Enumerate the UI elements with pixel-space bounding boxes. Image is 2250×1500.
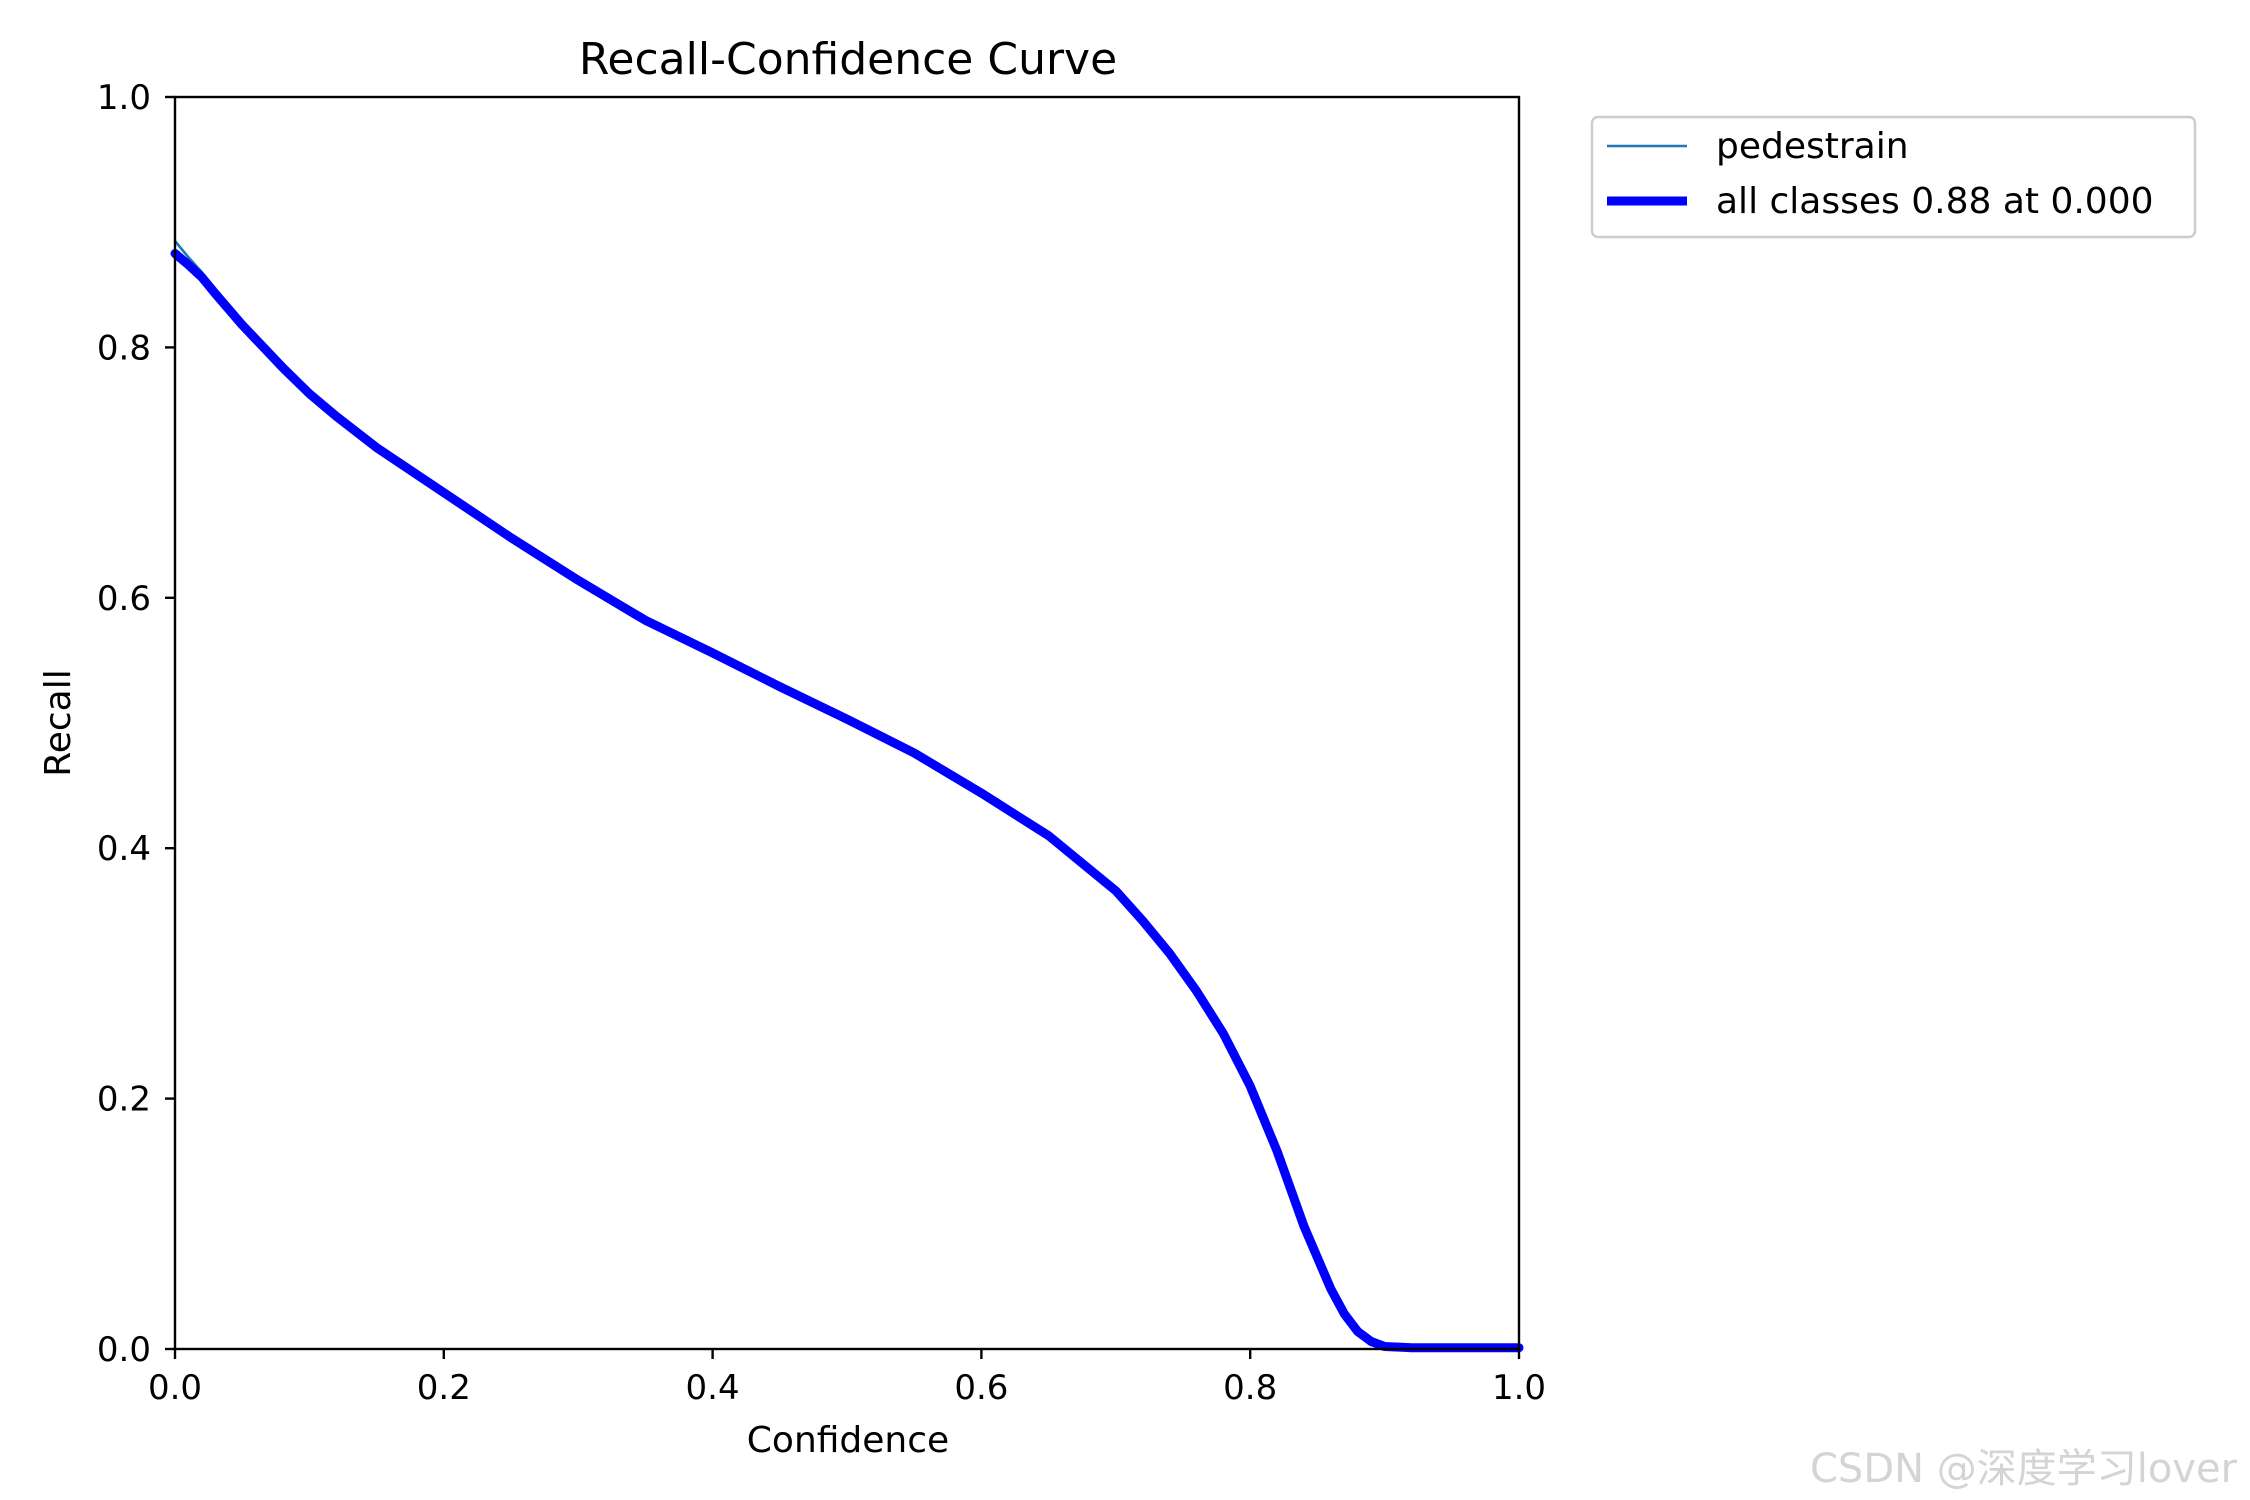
y-axis-ticks: 0.0 0.2 0.4 0.6 0.8 1.0 <box>97 78 175 1370</box>
legend-label-pedestrain: pedestrain <box>1716 126 1909 167</box>
chart-title: Recall-Confidence Curve <box>579 34 1117 85</box>
y-tick-label: 0.6 <box>97 579 151 619</box>
y-tick-label: 0.2 <box>97 1080 151 1120</box>
x-tick-label: 0.8 <box>1223 1368 1277 1408</box>
x-tick-label: 0.2 <box>417 1368 471 1408</box>
csdn-watermark: CSDN @深度学习lover <box>1810 1446 2238 1492</box>
x-axis-label: Confidence <box>747 1420 949 1461</box>
axes-frame <box>173 95 1521 1351</box>
x-tick-label: 0.0 <box>148 1368 202 1408</box>
legend-box <box>1590 115 2197 239</box>
y-tick-label: 0.8 <box>97 328 151 368</box>
x-axis-ticks: 0.0 0.2 0.4 0.6 0.8 1.0 <box>148 1349 1546 1408</box>
chart-legend: pedestrain all classes 0.88 at 0.000 <box>1590 115 2197 239</box>
y-tick-label: 0.0 <box>97 1330 151 1370</box>
plot-area <box>170 239 1524 1353</box>
y-tick-label: 0.4 <box>97 829 151 869</box>
x-tick-label: 1.0 <box>1492 1368 1546 1408</box>
y-axis-label: Recall <box>38 669 79 776</box>
series-line-all-classes <box>170 249 1524 1353</box>
x-tick-label: 0.6 <box>954 1368 1008 1408</box>
x-tick-label: 0.4 <box>686 1368 740 1408</box>
y-tick-label: 1.0 <box>97 78 151 118</box>
legend-label-all-classes: all classes 0.88 at 0.000 <box>1716 181 2154 222</box>
series-line-pedestrain <box>173 239 1521 1351</box>
